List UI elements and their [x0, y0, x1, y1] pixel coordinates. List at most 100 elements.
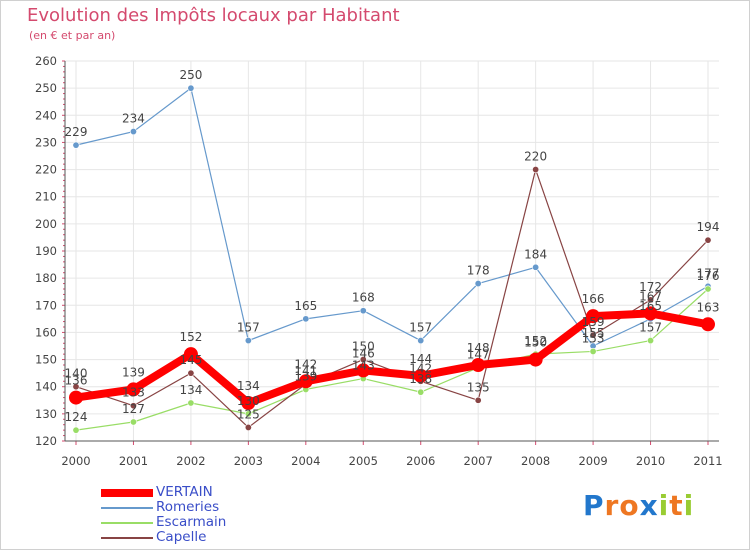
data-label-romeries: 250 — [179, 68, 202, 82]
legend-label: Escarmain — [156, 514, 227, 530]
y-tick-label: 190 — [35, 244, 57, 258]
y-tick-label: 130 — [35, 407, 57, 421]
data-point-romeries — [359, 307, 367, 315]
legend-swatch — [101, 536, 153, 539]
data-point-romeries — [532, 263, 540, 271]
data-point-romeries — [417, 337, 425, 345]
data-point-vertain — [528, 352, 543, 367]
y-tick-label: 120 — [35, 434, 57, 448]
data-label-vertain: 136 — [65, 374, 88, 388]
legend: VERTAIN Romeries Escarmain Capelle — [101, 485, 226, 545]
data-label-vertain: 150 — [524, 336, 547, 350]
data-label-escarmain: 127 — [122, 402, 145, 416]
data-label-capelle: 142 — [409, 361, 432, 375]
data-label-escarmain: 157 — [639, 321, 662, 335]
axis-layer: 120 130 140 150 160 170 180 190 200 210 220 230 240 2… — [35, 54, 723, 468]
legend-item-escarmain: Escarmain — [101, 515, 226, 530]
data-label-escarmain: 153 — [582, 331, 605, 345]
x-tick-label: 2000 — [61, 454, 90, 468]
data-point-vertain — [183, 347, 198, 362]
data-label-escarmain: 130 — [237, 394, 260, 408]
data-point-vertain — [701, 317, 715, 332]
series-line-escarmain — [75, 288, 709, 431]
data-label-vertain: 146 — [352, 346, 375, 360]
x-tick-label: 2011 — [693, 454, 722, 468]
data-point-escarmain — [129, 418, 137, 426]
data-label-romeries: 168 — [352, 291, 375, 305]
data-point-escarmain — [704, 285, 712, 293]
y-tick-label: 200 — [35, 217, 57, 231]
data-label-escarmain: 152 — [524, 334, 547, 348]
logo-letter: P — [583, 489, 605, 522]
data-label-escarmain: 124 — [65, 410, 88, 424]
logo-letter: o — [619, 489, 640, 522]
x-tick-label: 2009 — [578, 454, 607, 468]
series-layer — [69, 84, 715, 434]
chart-subtitle: (en € et par an) — [29, 29, 116, 42]
logo-letter: r — [604, 489, 620, 522]
data-label-vertain: 167 — [639, 289, 662, 303]
data-point-capelle — [129, 402, 137, 410]
data-label-capelle: 141 — [294, 364, 317, 378]
data-label-escarmain: 134 — [179, 383, 202, 397]
x-tick-label: 2010 — [636, 454, 665, 468]
data-label-vertain: 142 — [294, 357, 317, 371]
legend-label: Romeries — [156, 499, 220, 515]
legend-item-romeries: Romeries — [101, 500, 226, 515]
data-label-escarmain: 176 — [697, 269, 720, 283]
data-label-vertain: 139 — [122, 365, 145, 379]
legend-swatch — [101, 488, 153, 497]
logo-letter: i — [658, 489, 670, 522]
series-line-capelle — [75, 168, 709, 429]
data-point-capelle — [532, 166, 540, 174]
data-label-capelle: 140 — [65, 367, 88, 381]
legend-item-vertain: VERTAIN — [101, 485, 226, 500]
data-label-vertain: 144 — [409, 352, 432, 366]
data-label-capelle: 194 — [697, 220, 720, 234]
x-tick-label: 2003 — [234, 454, 263, 468]
data-point-romeries — [474, 280, 482, 288]
data-label-romeries: 157 — [237, 321, 260, 335]
data-point-romeries — [72, 141, 80, 149]
y-tick-label: 210 — [35, 190, 57, 204]
data-label-escarmain: 138 — [409, 372, 432, 386]
data-label-romeries: 229 — [65, 125, 88, 139]
proxiti-logo: Proxiti — [583, 489, 694, 522]
data-point-vertain — [586, 309, 601, 324]
data-point-escarmain — [647, 337, 655, 345]
data-point-capelle — [359, 356, 367, 364]
data-point-vertain — [356, 363, 371, 378]
x-tick-label: 2001 — [119, 454, 148, 468]
data-label-escarmain: 147 — [467, 348, 490, 362]
x-tick-label: 2008 — [521, 454, 550, 468]
data-point-vertain — [126, 382, 141, 397]
logo-letter: t — [669, 489, 684, 522]
x-tick-label: 2005 — [349, 454, 378, 468]
y-tick-label: 260 — [35, 54, 57, 68]
data-point-romeries — [244, 337, 252, 345]
data-point-romeries — [187, 84, 195, 92]
data-point-capelle — [72, 383, 80, 391]
y-tick-label: 230 — [35, 135, 57, 149]
data-label-vertain: 134 — [237, 379, 260, 393]
data-point-vertain — [643, 306, 658, 321]
data-label-romeries: 234 — [122, 112, 145, 126]
data-point-escarmain — [589, 347, 597, 355]
data-label-capelle: 145 — [179, 353, 202, 367]
data-label-escarmain: 143 — [352, 359, 375, 373]
data-label-capelle: 220 — [524, 150, 547, 164]
data-label-capelle: 125 — [237, 407, 260, 421]
y-tick-label: 140 — [35, 380, 57, 394]
series-line-vertain — [75, 309, 709, 407]
data-label-capelle: 172 — [639, 280, 662, 294]
data-point-romeries — [302, 315, 310, 323]
data-label-vertain: 152 — [179, 330, 202, 344]
series-line-romeries — [75, 87, 709, 347]
data-point-capelle — [244, 423, 252, 431]
data-point-escarmain — [244, 410, 252, 418]
data-point-vertain — [471, 358, 486, 372]
data-label-romeries: 155 — [582, 326, 605, 340]
y-tick-label: 170 — [35, 298, 57, 312]
